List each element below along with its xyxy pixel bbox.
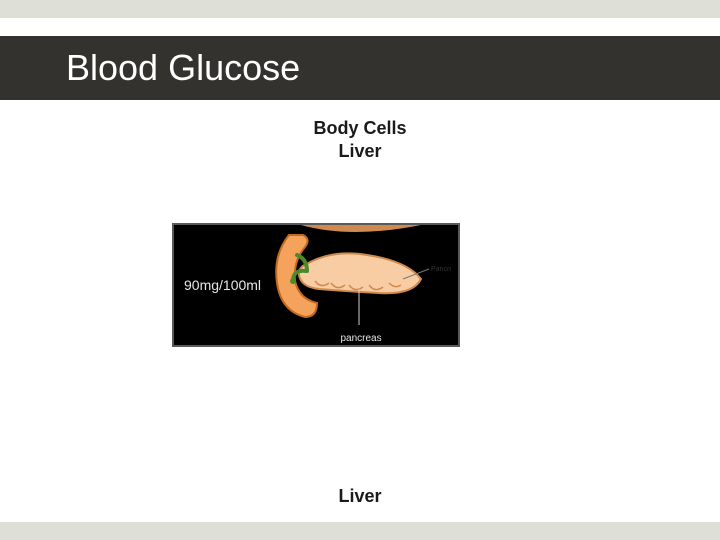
top-label-liver: Liver — [0, 140, 720, 163]
top-label-bodycells: Body Cells — [0, 117, 720, 140]
bottom-label-liver: Liver — [0, 486, 720, 507]
page-title: Blood Glucose — [66, 47, 300, 89]
title-header-bar: Blood Glucose — [0, 36, 720, 100]
pancreas-figure: 90mg/100ml Pancreas pancreas — [172, 223, 460, 347]
annotation-right: Pancreas — [431, 266, 451, 273]
pancreas-illustration: Pancreas pancreas — [271, 225, 451, 346]
top-labels-block: Body Cells Liver — [0, 117, 720, 162]
figure-value-label: 90mg/100ml — [184, 277, 261, 293]
pancreas-svg: Pancreas — [271, 225, 451, 341]
bottom-decorative-band — [0, 522, 720, 540]
figure-annotation: pancreas — [271, 333, 451, 344]
top-decorative-band — [0, 0, 720, 18]
